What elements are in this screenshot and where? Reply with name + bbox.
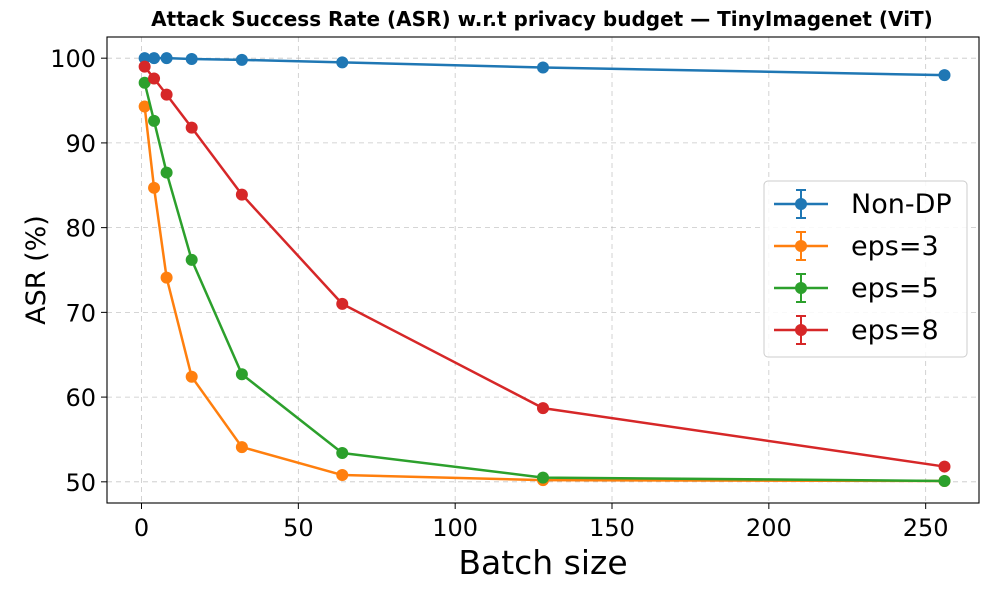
data-point [938,474,951,487]
data-point [336,447,349,460]
data-point [160,88,173,101]
series-eps-3 [138,100,951,487]
data-point [938,460,951,473]
y-tick-label: 70 [65,299,96,327]
data-point [235,53,248,66]
legend-marker [795,198,807,210]
chart-title: Attack Success Rate (ASR) w.r.t privacy … [151,7,933,31]
y-tick-label: 100 [50,45,96,73]
series-non-dp [138,52,951,82]
plot-frame [106,36,980,504]
x-tick-label: 50 [283,514,314,542]
data-point [160,271,173,284]
legend-entry: eps=3 [774,231,939,262]
legend-entry: Non-DP [774,189,952,220]
y-tick-label: 60 [65,384,96,412]
data-point [336,56,349,69]
legend-label: eps=3 [851,231,939,262]
data-point [336,297,349,310]
data-point [185,253,198,266]
y-tick-label: 50 [65,469,96,497]
x-tick-label: 0 [134,514,149,542]
data-point [537,61,549,74]
y-tick-label: 90 [65,130,96,158]
data-point [938,69,951,82]
legend-marker [795,282,807,294]
x-tick-label: 150 [589,514,635,542]
x-tick-label: 250 [903,514,949,542]
data-series [138,52,951,487]
series-eps-5 [138,76,951,487]
data-point [537,471,549,484]
legend-marker [795,324,807,336]
data-point [235,441,248,454]
legend-label: eps=5 [851,273,939,304]
data-point [148,72,161,85]
legend-box [763,180,968,358]
axes: 0 50 100 150 200 250 50 60 70 80 90 100 [50,36,980,542]
legend-entry: eps=5 [774,273,939,304]
data-point [148,52,161,65]
data-point [138,60,151,73]
data-point [148,181,161,194]
data-point [160,52,173,65]
data-point [185,53,198,66]
data-point [537,402,549,415]
data-point [160,166,173,179]
data-point [235,188,248,201]
y-axis-label: ASR (%) [21,215,52,325]
x-tick-label: 200 [746,514,792,542]
data-point [138,76,151,89]
legend: Non-DP eps=3 eps=5 eps=8 [763,180,968,358]
data-point [185,370,198,383]
x-tick-label: 100 [432,514,478,542]
legend-marker [795,240,807,252]
legend-label: eps=8 [851,315,939,346]
data-point [336,469,349,482]
series-line [143,106,945,483]
data-point [235,368,248,381]
series-line [143,82,945,483]
data-point [138,52,151,65]
data-point [185,121,198,134]
y-tick-label: 80 [65,215,96,243]
legend-label: Non-DP [851,189,952,220]
x-axis-label: Batch size [458,543,627,582]
series-eps-8 [138,60,951,473]
data-point [138,100,151,113]
legend-entry: eps=8 [774,315,939,346]
data-point [148,114,161,127]
